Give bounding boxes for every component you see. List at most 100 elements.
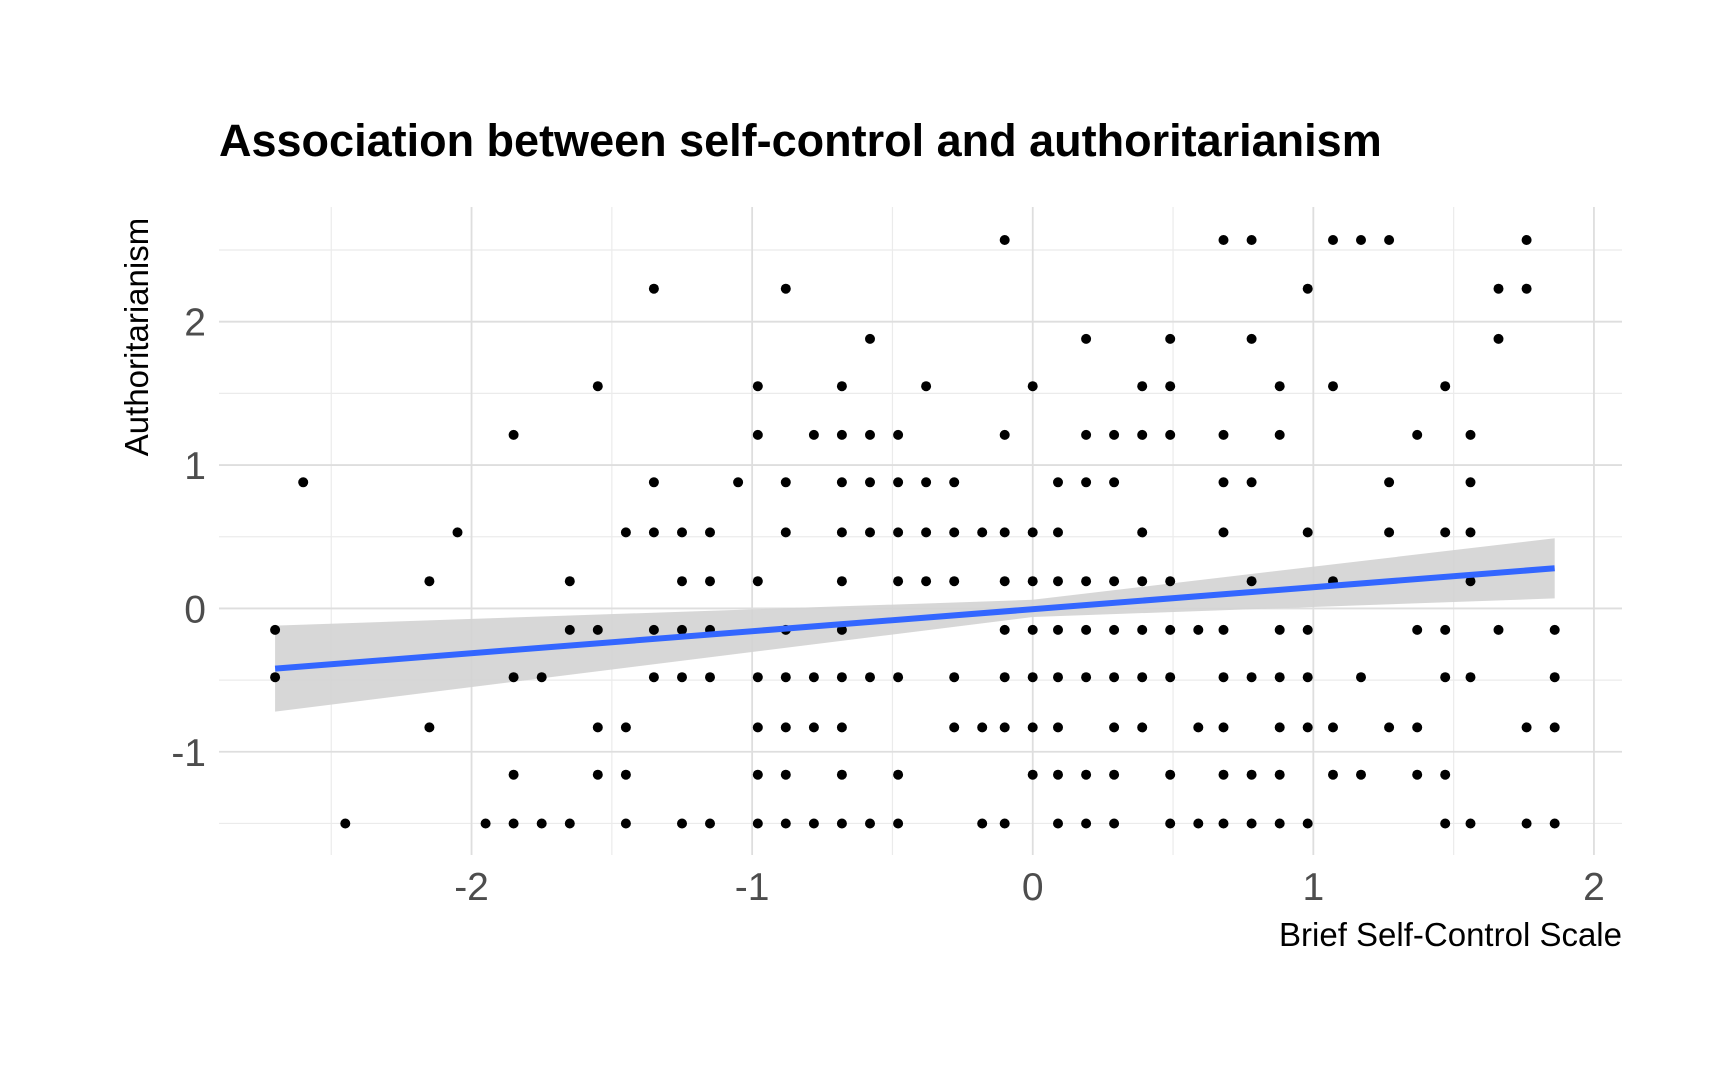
data-point <box>1521 722 1532 733</box>
data-point <box>1493 333 1504 344</box>
data-point <box>564 624 575 635</box>
data-point <box>949 722 960 733</box>
data-point <box>1218 624 1229 635</box>
data-point <box>836 429 847 440</box>
data-point <box>508 818 519 829</box>
data-point <box>780 477 791 488</box>
data-point <box>1412 429 1423 440</box>
data-point <box>999 818 1010 829</box>
data-point <box>893 818 904 829</box>
data-point <box>1081 624 1092 635</box>
data-point <box>865 477 875 488</box>
data-point <box>1193 818 1204 829</box>
data-point <box>340 818 351 829</box>
data-point <box>1328 235 1338 245</box>
data-point <box>949 576 960 587</box>
data-point <box>1440 769 1451 780</box>
data-point <box>620 818 631 829</box>
chart-title: Association between self-control and aut… <box>219 115 1382 166</box>
data-point <box>752 672 763 683</box>
data-point <box>1328 769 1338 780</box>
data-point <box>424 722 435 733</box>
data-point <box>865 333 875 344</box>
data-point <box>893 527 904 538</box>
data-point <box>1137 429 1148 440</box>
data-point <box>780 818 791 829</box>
data-point <box>1274 672 1285 683</box>
data-point <box>298 477 309 488</box>
data-point <box>836 381 847 392</box>
data-point <box>752 769 763 780</box>
data-point <box>949 527 960 538</box>
data-point <box>1109 477 1120 488</box>
data-point <box>1246 769 1257 780</box>
data-point <box>1165 576 1176 587</box>
data-point <box>977 818 988 829</box>
data-point <box>648 283 659 294</box>
data-point <box>1302 527 1313 538</box>
data-point <box>508 429 519 440</box>
data-point <box>1081 818 1092 829</box>
data-point <box>1440 381 1451 392</box>
data-point <box>1246 672 1257 683</box>
y-tick-label: 1 <box>184 445 206 488</box>
data-point <box>1384 477 1395 488</box>
data-point <box>1109 576 1120 587</box>
data-point <box>1302 624 1313 635</box>
data-point <box>1109 818 1120 829</box>
data-point <box>592 769 603 780</box>
data-point <box>564 576 575 587</box>
data-point <box>620 769 631 780</box>
data-point <box>1549 722 1560 733</box>
data-point <box>999 672 1010 683</box>
data-point <box>1165 333 1176 344</box>
data-point <box>1412 624 1423 635</box>
data-point <box>1521 818 1532 829</box>
data-point <box>999 624 1010 635</box>
data-point <box>677 576 687 587</box>
data-point <box>1246 333 1257 344</box>
data-point <box>780 672 791 683</box>
y-tick-label: 2 <box>184 302 206 345</box>
data-point <box>1081 672 1092 683</box>
data-point <box>480 818 491 829</box>
data-point <box>452 527 463 538</box>
data-point <box>752 429 763 440</box>
fit-line <box>274 565 1555 672</box>
data-point <box>1549 672 1560 683</box>
data-point <box>1027 722 1038 733</box>
data-point <box>893 429 904 440</box>
data-point <box>648 624 659 635</box>
data-point <box>1109 429 1120 440</box>
data-point <box>1274 429 1285 440</box>
data-point <box>1465 429 1476 440</box>
data-point <box>921 576 932 587</box>
data-point <box>536 818 547 829</box>
data-point <box>1053 527 1063 538</box>
data-point <box>1465 576 1476 587</box>
data-point <box>977 722 988 733</box>
data-point <box>1302 672 1313 683</box>
data-point <box>752 722 763 733</box>
data-point <box>620 722 631 733</box>
data-point <box>1193 624 1204 635</box>
data-point <box>865 527 875 538</box>
data-point <box>564 818 575 829</box>
data-point <box>592 624 603 635</box>
data-point <box>1384 722 1395 733</box>
y-tick-label: -1 <box>171 732 206 775</box>
data-point <box>620 527 631 538</box>
data-point <box>1246 818 1257 829</box>
data-point <box>1493 624 1504 635</box>
data-point <box>1246 477 1257 488</box>
data-point <box>1109 769 1120 780</box>
data-point <box>865 672 875 683</box>
data-point <box>1027 769 1038 780</box>
data-point <box>780 769 791 780</box>
data-point <box>1081 477 1092 488</box>
data-point <box>999 576 1010 587</box>
data-point <box>1356 235 1366 245</box>
data-point <box>1165 769 1176 780</box>
